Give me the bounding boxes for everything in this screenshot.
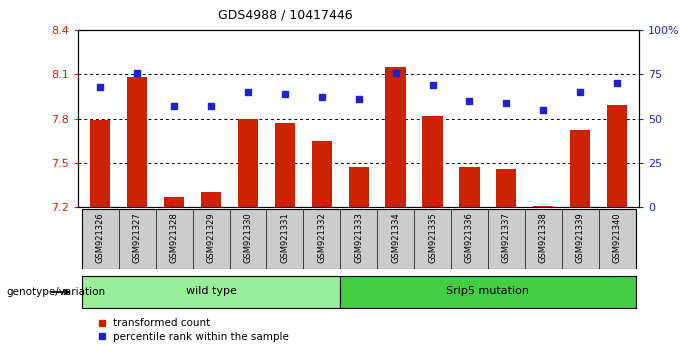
Point — [243, 89, 254, 95]
Text: GSM921332: GSM921332 — [318, 212, 326, 263]
Bar — [386, 67, 406, 207]
Legend: transformed count, percentile rank within the sample: transformed count, percentile rank withi… — [97, 319, 288, 342]
Text: GSM921334: GSM921334 — [391, 212, 400, 263]
Text: GSM921335: GSM921335 — [428, 212, 437, 263]
Bar — [275, 123, 295, 207]
Bar — [422, 116, 443, 207]
Text: GSM921340: GSM921340 — [613, 212, 622, 263]
Point — [169, 103, 180, 109]
Bar — [201, 192, 221, 207]
Point — [575, 89, 585, 95]
Bar — [340, 276, 636, 308]
Point — [390, 70, 401, 75]
Text: GSM921336: GSM921336 — [465, 212, 474, 263]
Text: GSM921337: GSM921337 — [502, 212, 511, 263]
Point — [205, 103, 216, 109]
Bar — [459, 167, 479, 207]
Text: genotype/variation: genotype/variation — [7, 287, 106, 297]
Point — [353, 96, 364, 102]
Bar — [90, 120, 110, 207]
Text: GSM921328: GSM921328 — [170, 212, 179, 263]
Bar — [238, 119, 258, 207]
Point — [501, 100, 512, 105]
Text: Srlp5 mutation: Srlp5 mutation — [446, 286, 529, 296]
Text: GSM921338: GSM921338 — [539, 212, 547, 263]
Bar — [127, 77, 148, 207]
Bar — [164, 197, 184, 207]
Text: GSM921339: GSM921339 — [576, 212, 585, 263]
Point — [464, 98, 475, 104]
Text: GSM921331: GSM921331 — [280, 212, 290, 263]
Bar — [570, 130, 590, 207]
Text: GDS4988 / 10417446: GDS4988 / 10417446 — [218, 9, 353, 22]
Text: GSM921329: GSM921329 — [207, 212, 216, 263]
Bar — [349, 167, 369, 207]
Bar — [311, 141, 332, 207]
Bar — [82, 276, 340, 308]
Text: GSM921327: GSM921327 — [133, 212, 141, 263]
Text: wild type: wild type — [186, 286, 237, 296]
Bar — [607, 105, 627, 207]
Bar — [533, 206, 554, 207]
Text: GSM921330: GSM921330 — [243, 212, 252, 263]
Point — [427, 82, 438, 88]
Bar — [496, 169, 517, 207]
Point — [316, 95, 327, 100]
Point — [279, 91, 290, 97]
Text: GSM921333: GSM921333 — [354, 212, 363, 263]
Point — [132, 70, 143, 75]
Point — [538, 107, 549, 113]
Point — [611, 80, 622, 86]
Text: GSM921326: GSM921326 — [96, 212, 105, 263]
Point — [95, 84, 106, 90]
